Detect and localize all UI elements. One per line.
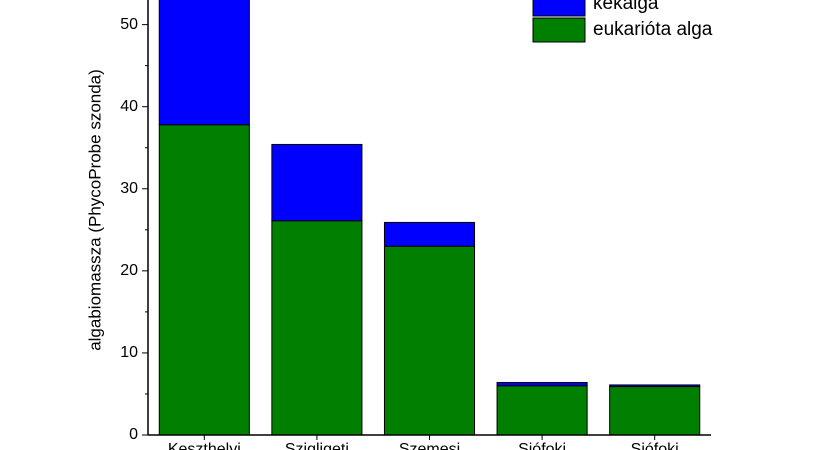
bar-segment (383, 221, 476, 247)
bar-segment (383, 245, 476, 436)
bar-segment (496, 381, 588, 387)
y-tick-label: 30 (120, 180, 138, 197)
bar-segment (609, 386, 701, 436)
y-tick-label: 0 (129, 426, 138, 443)
y-tick-label: 40 (120, 98, 138, 115)
legend-label: eukarióta alga (593, 19, 713, 40)
y-tick-label: 20 (120, 262, 138, 279)
x-tick-label: Szemesi (399, 441, 460, 450)
bar-segment (158, 124, 250, 436)
bar-segment (271, 220, 363, 436)
bar-segment (609, 384, 701, 388)
y-tick-label: 10 (120, 344, 138, 361)
bar-segment (271, 143, 363, 222)
x-tick-label: Szigligeti (285, 441, 349, 450)
legend-swatch (532, 17, 586, 43)
legend-swatch (532, 0, 586, 17)
bar-segment (496, 385, 588, 436)
x-tick-label: Keszthelyi (168, 441, 241, 450)
y-axis-label: algabiomassza (PhycoProbe szonda) (85, 69, 104, 351)
legend-label: kékalga (593, 0, 659, 14)
x-tick-label: Siófoki (518, 441, 566, 450)
x-tick-label: Siófoki (631, 441, 679, 450)
bar-segment (158, 0, 250, 126)
y-tick-label: 50 (120, 16, 138, 33)
